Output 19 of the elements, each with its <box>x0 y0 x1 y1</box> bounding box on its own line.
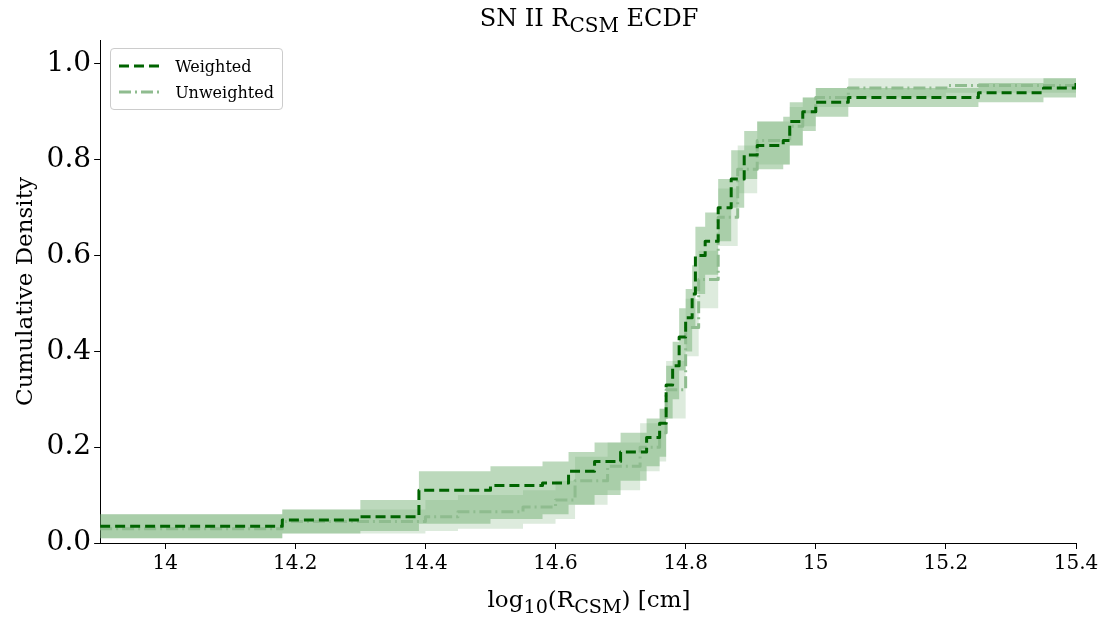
y-tick-label: 1.0 <box>46 45 92 79</box>
y-tick-label: 0.2 <box>46 428 92 462</box>
y-tick-label: 0.8 <box>46 141 92 175</box>
legend-label: Unweighted <box>175 82 274 102</box>
chart-title: SN II R$_{CSM}$ ECDF <box>478 4 700 37</box>
y-tick-label: 0.6 <box>46 236 92 270</box>
y-axis-title: Cumulative Density <box>10 177 37 406</box>
x-axis-title: log$_{10}$(R$_{CSM}$) [cm] <box>486 586 692 618</box>
y-tick-label: 0.0 <box>46 524 92 558</box>
x-tick-label: 14.2 <box>273 550 318 575</box>
y-tick-label: 0.4 <box>46 332 92 366</box>
x-tick-label: 14.6 <box>533 550 578 575</box>
x-tick-label: 15.4 <box>1053 550 1099 575</box>
x-tick-label: 15.2 <box>923 550 969 575</box>
x-tick-label: 14 <box>152 550 178 575</box>
legend-label: Weighted <box>175 56 252 76</box>
x-tick-label: 14.8 <box>663 550 708 575</box>
x-tick-label: 15 <box>803 550 829 575</box>
x-tick-label: 14.4 <box>403 550 448 575</box>
